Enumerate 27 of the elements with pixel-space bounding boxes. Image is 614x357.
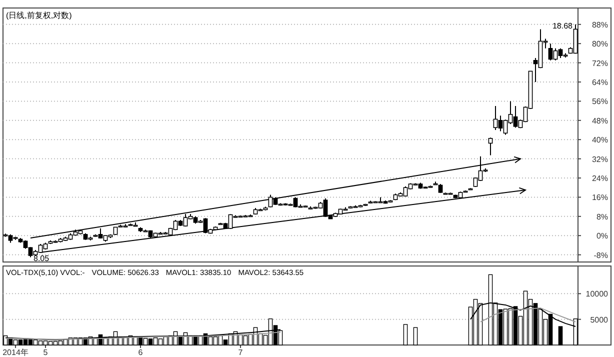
x-tick-label: 6 xyxy=(138,348,144,357)
x-tick-label: 5 xyxy=(43,348,48,357)
bar xyxy=(558,326,563,346)
annotation: 8.05 xyxy=(34,254,50,264)
y-tick-label: 64% xyxy=(592,78,608,87)
y-tick-label: 32% xyxy=(592,154,608,164)
y-tick-label: 72% xyxy=(592,58,608,68)
bar xyxy=(413,327,418,346)
y-tick-label: 5000 xyxy=(590,315,609,324)
y-tick-label: 80% xyxy=(592,40,608,49)
annotation: 18.68 xyxy=(552,21,574,30)
line-series xyxy=(480,308,576,322)
y-tick-label: 48% xyxy=(592,116,608,126)
x-tick-label: 7 xyxy=(238,348,244,357)
y-tick-label: 40% xyxy=(592,136,608,145)
line-series xyxy=(5,332,281,340)
chart-title: (日线,前复权,对数) xyxy=(6,11,72,20)
y-tick-label: 10000 xyxy=(586,290,609,299)
y-tick-label: 24% xyxy=(592,174,608,183)
y-tick-label: 16% xyxy=(592,193,608,202)
y-tick-label: -8% xyxy=(594,250,608,260)
bar xyxy=(403,324,408,346)
x-tick-label: 2014年 xyxy=(2,348,28,357)
y-tick-label: 8% xyxy=(596,212,608,222)
y-tick-label: 56% xyxy=(592,97,608,106)
y-tick-label: 88% xyxy=(592,20,608,30)
y-tick-label: 0% xyxy=(596,232,608,241)
